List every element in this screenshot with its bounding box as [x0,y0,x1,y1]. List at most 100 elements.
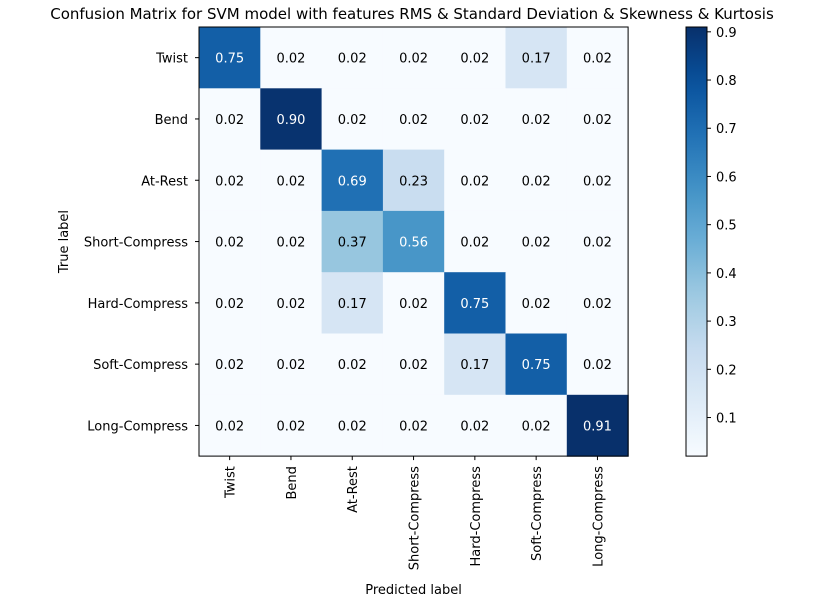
heatmap-cell [444,333,507,396]
heatmap-cell [321,333,384,396]
cell-value-label: 0.02 [215,358,244,373]
heatmap-cell [505,394,568,457]
colorbar-tick-label: 0.2 [716,363,737,378]
heatmap-cell [444,272,507,335]
cell-value-label: 0.02 [399,297,428,312]
heatmap-cell [260,210,323,273]
cell-value-label: 0.02 [276,358,305,373]
cell-value-label: 0.02 [522,113,551,128]
heatmap-cell [321,88,384,151]
cell-value-label: 0.02 [338,52,367,67]
x-tick-label: Hard-Compress [469,466,484,567]
cell-value-label: 0.17 [522,52,551,67]
heatmap-cell [321,210,384,273]
heatmap-cell-labels: 0.75 0.02 0.02 0.02 0.02 0.17 0.02 0.02 0.90 0.02… [215,52,612,435]
heatmap-cell [382,333,445,396]
heatmap-cell [505,27,568,89]
heatmap-cell [505,333,568,396]
cell-value-label: 0.02 [399,113,428,128]
cell-value-label: 0.02 [338,113,367,128]
cell-value-label: 0.02 [522,297,551,312]
cell-value-label: 0.02 [460,113,489,128]
cell-value-label: 0.02 [399,52,428,67]
cell-value-label: 0.02 [583,52,612,67]
cell-value-label: 0.02 [460,174,489,189]
cell-value-label: 0.02 [215,113,244,128]
cell-value-label: 0.23 [399,174,428,189]
heatmap-cell [199,394,261,457]
cell-value-label: 0.02 [583,236,612,251]
heatmap-cell [566,333,629,396]
y-tick-label: Twist [155,52,188,67]
heatmap-cell [505,210,568,273]
cell-value-label: 0.02 [276,236,305,251]
heatmap-cell [444,88,507,151]
cell-value-label: 0.90 [276,113,305,128]
chart-title: Confusion Matrix for SVM model with feat… [50,5,774,23]
heatmap-cell [566,394,629,457]
heatmap-cell [382,88,445,151]
cell-value-label: 0.02 [276,52,305,67]
cell-value-label: 0.17 [338,297,367,312]
cell-value-label: 0.02 [522,174,551,189]
heatmap-cells [199,27,629,457]
heatmap-cell [260,272,323,335]
cell-value-label: 0.02 [276,174,305,189]
cell-value-label: 0.02 [338,419,367,434]
cell-value-label: 0.69 [338,174,367,189]
y-tick-label: Soft-Compress [93,358,188,373]
heatmap-cell [444,149,507,212]
colorbar-tick-label: 0.1 [716,412,737,427]
colorbar-tick-label: 0.6 [716,170,737,185]
heatmap-cell [566,210,629,273]
cell-value-label: 0.02 [215,236,244,251]
x-tick-label: Long-Compress [591,466,606,567]
y-tick-label: Bend [155,113,188,128]
cell-value-label: 0.02 [215,174,244,189]
heatmap-cell [199,210,261,273]
colorbar-ticks: 0.1 0.2 0.3 0.4 0.5 0.6 0.7 0.8 0.9 [707,26,737,427]
heatmap-cell [382,27,445,89]
cell-value-label: 0.02 [338,358,367,373]
cell-value-label: 0.02 [215,297,244,312]
colorbar-tick-label: 0.8 [716,74,737,89]
heatmap-cell [444,27,507,89]
cell-value-label: 0.02 [583,113,612,128]
cell-value-label: 0.75 [522,358,551,373]
cell-value-label: 0.02 [522,419,551,434]
heatmap-cell [566,88,629,151]
x-tick-label: Bend [285,466,300,499]
colorbar-tick-label: 0.5 [716,219,737,234]
heatmap-cell [260,88,323,151]
heatmap-cell [505,149,568,212]
cell-value-label: 0.02 [583,297,612,312]
heatmap-cell [260,149,323,212]
cell-value-label: 0.02 [276,297,305,312]
cell-value-label: 0.02 [522,236,551,251]
y-tick-label: Long-Compress [87,419,188,434]
heatmap-cell [321,27,384,89]
colorbar-tick-label: 0.7 [716,122,737,137]
cell-value-label: 0.56 [399,236,428,251]
heatmap-cell [382,272,445,335]
heatmap-cell [260,394,323,457]
x-axis-ticks: Twist Bend At-Rest Short-Compress Hard-Compr… [224,456,606,570]
cell-value-label: 0.02 [276,419,305,434]
cell-value-label: 0.91 [583,419,612,434]
colorbar-tick-label: 0.4 [716,267,737,282]
cell-value-label: 0.02 [460,52,489,67]
heatmap-cell [199,272,261,335]
heatmap-cell [382,149,445,212]
x-tick-label: Short-Compress [408,466,423,570]
heatmap-cell [199,149,261,212]
heatmap-cell [444,394,507,457]
y-axis-label: True label [57,210,72,274]
colorbar-tick-label: 0.9 [716,26,737,41]
cell-value-label: 0.02 [583,358,612,373]
y-tick-label: At-Rest [141,174,188,189]
cell-value-label: 0.02 [460,236,489,251]
cell-value-label: 0.02 [215,419,244,434]
heatmap-cell [260,333,323,396]
y-tick-label: Short-Compress [84,236,188,251]
